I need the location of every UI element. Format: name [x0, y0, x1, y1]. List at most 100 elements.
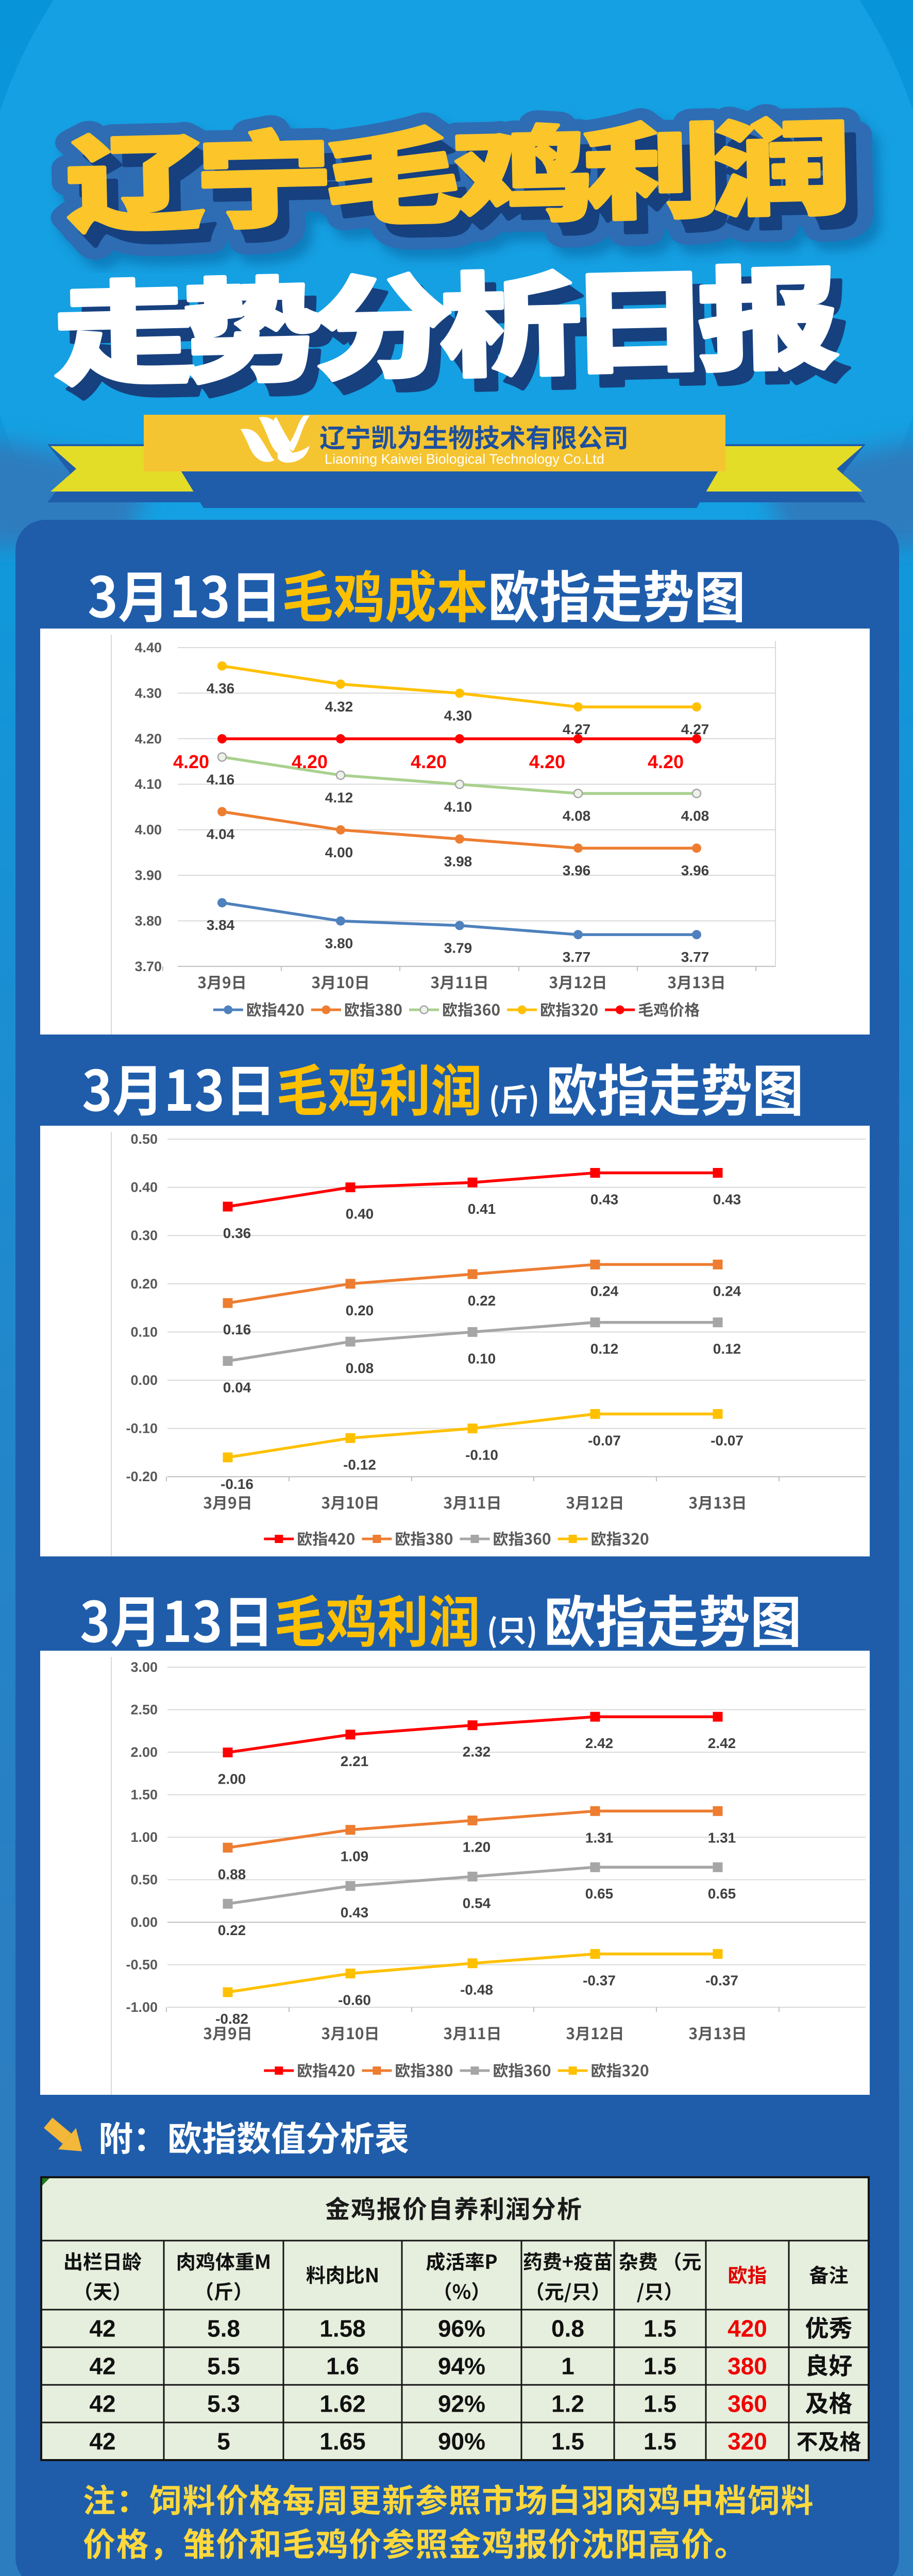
svg-text:4.20: 4.20: [173, 751, 209, 772]
svg-text:2.42: 2.42: [708, 1735, 736, 1751]
svg-text:1.6: 1.6: [326, 2353, 359, 2380]
svg-text:1: 1: [561, 2353, 574, 2380]
svg-text:1.5: 1.5: [644, 2428, 677, 2455]
svg-text:360: 360: [728, 2391, 767, 2417]
svg-text:42: 42: [89, 2428, 115, 2455]
svg-text:1.09: 1.09: [341, 1849, 369, 1865]
svg-text:42: 42: [89, 2353, 115, 2380]
svg-text:92%: 92%: [438, 2391, 485, 2417]
svg-text:2.32: 2.32: [463, 1744, 491, 1760]
svg-text:0.65: 0.65: [708, 1886, 736, 1902]
svg-text:1.5: 1.5: [551, 2428, 584, 2455]
svg-text:5.5: 5.5: [207, 2353, 240, 2380]
svg-text:4.20: 4.20: [411, 751, 447, 772]
svg-text:0.12: 0.12: [590, 1341, 619, 1357]
svg-text:3.84: 3.84: [207, 917, 235, 933]
svg-text:1.20: 1.20: [463, 1839, 491, 1855]
svg-text:0.00: 0.00: [130, 1372, 158, 1388]
svg-text:420: 420: [728, 2315, 767, 2342]
svg-text:0.50: 0.50: [130, 1131, 158, 1147]
svg-text:0.22: 0.22: [468, 1293, 496, 1309]
svg-text:1.62: 1.62: [319, 2391, 366, 2417]
svg-text:-0.50: -0.50: [126, 1957, 158, 1973]
svg-text:0.00: 0.00: [130, 1914, 158, 1930]
svg-text:0.20: 0.20: [346, 1302, 374, 1318]
svg-text:1.5: 1.5: [644, 2315, 677, 2342]
svg-text:0.24: 0.24: [713, 1283, 741, 1299]
svg-text:3.96: 3.96: [681, 862, 709, 878]
svg-text:0.10: 0.10: [468, 1350, 496, 1366]
svg-text:5.8: 5.8: [207, 2315, 240, 2342]
svg-text:0.8: 0.8: [551, 2315, 584, 2342]
svg-text:-0.07: -0.07: [711, 1433, 743, 1449]
svg-text:0.43: 0.43: [590, 1192, 619, 1208]
svg-text:4.20: 4.20: [134, 731, 162, 747]
svg-text:0.08: 0.08: [346, 1360, 374, 1376]
svg-text:Liaoning Kaiwei Biological Tec: Liaoning Kaiwei Biological Technology Co…: [325, 451, 604, 467]
svg-text:3.96: 3.96: [563, 862, 591, 878]
svg-text:380: 380: [728, 2353, 767, 2380]
svg-text:1.00: 1.00: [130, 1829, 158, 1845]
svg-text:4.08: 4.08: [681, 808, 709, 824]
svg-text:-0.82: -0.82: [215, 2011, 248, 2027]
svg-text:0.16: 0.16: [223, 1321, 251, 1337]
svg-text:4.32: 4.32: [325, 699, 353, 715]
svg-text:0.50: 0.50: [130, 1872, 158, 1888]
svg-text:4.08: 4.08: [563, 808, 591, 824]
svg-text:0.65: 0.65: [585, 1886, 614, 1902]
svg-text:0.54: 0.54: [463, 1895, 491, 1911]
svg-text:1.50: 1.50: [130, 1787, 158, 1803]
svg-text:96%: 96%: [438, 2315, 485, 2342]
svg-text:4.16: 4.16: [207, 771, 235, 787]
svg-text:0.10: 0.10: [130, 1324, 158, 1340]
svg-text:0.36: 0.36: [223, 1225, 251, 1241]
svg-text:0.43: 0.43: [341, 1905, 369, 1921]
svg-text:0.30: 0.30: [130, 1228, 158, 1243]
svg-text:5: 5: [217, 2428, 230, 2455]
svg-text:1.65: 1.65: [319, 2428, 366, 2455]
svg-text:4.20: 4.20: [529, 751, 565, 772]
svg-text:0.41: 0.41: [468, 1201, 496, 1217]
svg-text:0.22: 0.22: [218, 1922, 246, 1938]
svg-text:4.30: 4.30: [134, 685, 162, 701]
svg-text:94%: 94%: [438, 2353, 485, 2380]
svg-text:3.77: 3.77: [681, 949, 709, 965]
svg-text:0.24: 0.24: [590, 1283, 619, 1299]
svg-text:-1.00: -1.00: [126, 1999, 158, 2015]
svg-text:1.5: 1.5: [644, 2391, 677, 2417]
svg-text:2.42: 2.42: [585, 1735, 614, 1751]
svg-text:2.00: 2.00: [130, 1744, 158, 1760]
svg-text:-0.48: -0.48: [460, 1982, 493, 1998]
svg-text:3.77: 3.77: [563, 949, 591, 965]
svg-text:4.20: 4.20: [292, 751, 328, 772]
svg-text:42: 42: [89, 2315, 115, 2342]
svg-text:1.31: 1.31: [708, 1829, 736, 1845]
svg-text:4.12: 4.12: [325, 790, 353, 806]
svg-text:-0.10: -0.10: [126, 1421, 158, 1436]
svg-text:-0.20: -0.20: [126, 1469, 158, 1484]
svg-text:3.90: 3.90: [134, 868, 162, 883]
svg-text:0.43: 0.43: [713, 1192, 741, 1208]
svg-text:4.10: 4.10: [134, 776, 162, 792]
svg-text:4.04: 4.04: [207, 826, 235, 842]
svg-text:-0.37: -0.37: [583, 1973, 616, 1989]
svg-text:-0.10: -0.10: [465, 1447, 498, 1463]
svg-text:2.50: 2.50: [130, 1702, 158, 1718]
svg-text:4.10: 4.10: [444, 799, 472, 815]
svg-text:-0.07: -0.07: [588, 1433, 621, 1449]
svg-text:-0.16: -0.16: [221, 1476, 253, 1492]
svg-text:0.40: 0.40: [130, 1180, 158, 1195]
svg-text:-0.12: -0.12: [343, 1456, 376, 1472]
svg-text:0.04: 0.04: [223, 1380, 251, 1396]
svg-text:5.3: 5.3: [207, 2391, 240, 2417]
svg-text:-0.60: -0.60: [338, 1992, 371, 2008]
svg-text:0.40: 0.40: [346, 1206, 374, 1222]
svg-text:0.12: 0.12: [713, 1341, 741, 1357]
svg-text:42: 42: [89, 2391, 115, 2417]
svg-text:1.31: 1.31: [585, 1829, 614, 1845]
svg-text:0.88: 0.88: [218, 1866, 246, 1882]
svg-text:4.36: 4.36: [207, 681, 235, 697]
svg-text:3.80: 3.80: [325, 936, 353, 952]
svg-text:90%: 90%: [438, 2428, 485, 2455]
svg-text:1.58: 1.58: [319, 2315, 366, 2342]
